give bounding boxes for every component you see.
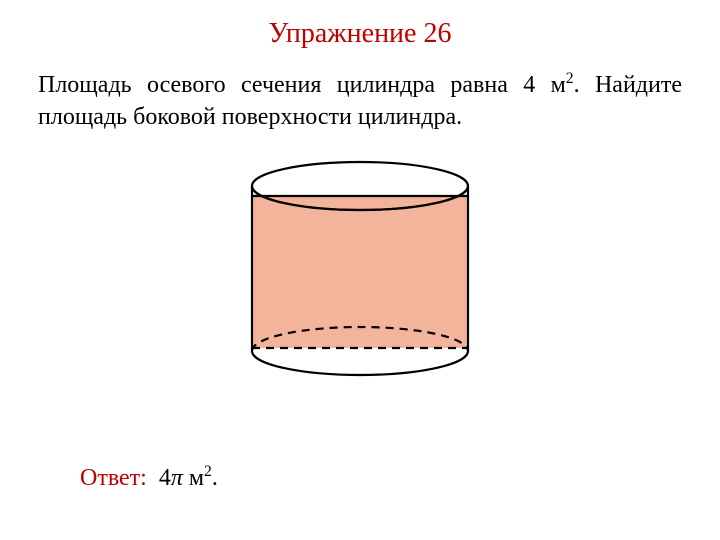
- cylinder-figure: [0, 156, 720, 386]
- cylinder-svg: [236, 156, 484, 386]
- problem-statement: Площадь осевого сечения цилиндра равна 4…: [0, 50, 720, 134]
- answer-label: Ответ:: [80, 465, 147, 491]
- answer-num: 4: [159, 465, 171, 491]
- answer-sup: 2: [204, 463, 212, 480]
- exercise-title: Упражнение 26: [0, 0, 720, 50]
- answer-row: Ответ: 4π м2.: [80, 463, 218, 492]
- problem-text-1: Площадь осевого сечения цилиндра равна 4…: [38, 72, 566, 98]
- answer-period: .: [212, 465, 218, 491]
- problem-sup: 2: [566, 70, 574, 87]
- answer-unit: м: [189, 465, 204, 491]
- title-text: Упражнение 26: [269, 18, 452, 49]
- pi-symbol: π: [171, 465, 183, 491]
- answer-value: 4π м2.: [159, 465, 218, 491]
